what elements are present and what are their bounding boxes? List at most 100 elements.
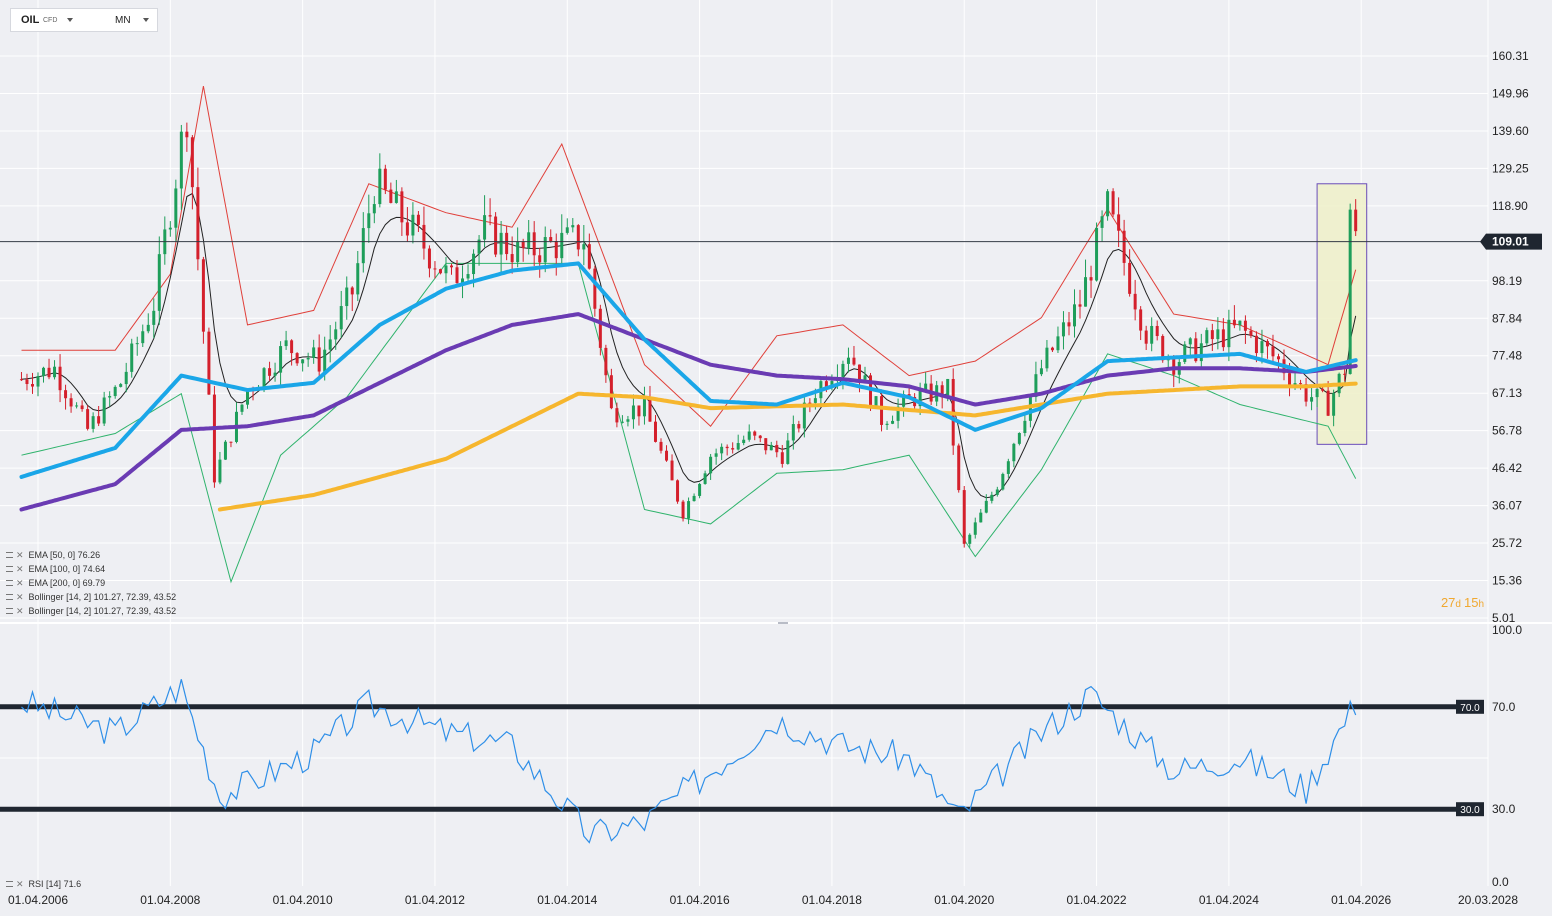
- candle[interactable]: [571, 218, 575, 233]
- candle[interactable]: [687, 497, 691, 525]
- candle[interactable]: [703, 470, 707, 485]
- candle[interactable]: [58, 354, 62, 403]
- candle[interactable]: [1056, 326, 1060, 353]
- candle[interactable]: [201, 256, 205, 344]
- candle[interactable]: [1144, 325, 1148, 350]
- candle[interactable]: [747, 424, 751, 442]
- candle[interactable]: [1332, 389, 1336, 427]
- candle[interactable]: [69, 393, 73, 413]
- candle[interactable]: [427, 245, 431, 278]
- candle[interactable]: [477, 235, 481, 266]
- candle[interactable]: [405, 207, 409, 242]
- close-icon[interactable]: ✕: [16, 578, 24, 588]
- candle[interactable]: [665, 445, 669, 462]
- candle[interactable]: [565, 218, 569, 235]
- candle[interactable]: [1012, 442, 1016, 468]
- candle[interactable]: [642, 386, 646, 425]
- candle[interactable]: [345, 276, 349, 320]
- candle[interactable]: [152, 298, 156, 339]
- candle[interactable]: [753, 430, 757, 441]
- candle[interactable]: [218, 451, 222, 485]
- candle[interactable]: [896, 398, 900, 429]
- candle[interactable]: [1265, 339, 1269, 359]
- candle[interactable]: [1106, 189, 1110, 221]
- candle[interactable]: [609, 368, 613, 410]
- candle[interactable]: [1150, 317, 1154, 352]
- ema200-line[interactable]: [217, 381, 1358, 512]
- candle[interactable]: [758, 434, 762, 443]
- candle[interactable]: [229, 441, 233, 448]
- legend-item-bollinger-2[interactable]: ✕ Bollinger [14, 2] 101.27, 72.39, 43.52: [6, 604, 176, 618]
- candle[interactable]: [141, 324, 145, 347]
- candle[interactable]: [168, 221, 172, 237]
- candle[interactable]: [995, 486, 999, 497]
- candle[interactable]: [1210, 323, 1214, 352]
- candle[interactable]: [135, 336, 139, 356]
- candle[interactable]: [36, 372, 40, 397]
- candle[interactable]: [290, 339, 294, 366]
- candle[interactable]: [885, 421, 889, 430]
- candle[interactable]: [593, 265, 597, 317]
- candle[interactable]: [516, 227, 520, 268]
- candle[interactable]: [527, 220, 531, 255]
- ema50-line[interactable]: [19, 261, 1358, 479]
- candle[interactable]: [146, 313, 150, 334]
- candle[interactable]: [383, 164, 387, 195]
- candle[interactable]: [466, 264, 470, 284]
- candle[interactable]: [1321, 386, 1325, 393]
- candle[interactable]: [802, 394, 806, 438]
- list-icon[interactable]: [6, 594, 13, 600]
- candle[interactable]: [394, 179, 398, 204]
- close-icon[interactable]: ✕: [16, 606, 24, 616]
- candle[interactable]: [676, 479, 680, 504]
- candle[interactable]: [852, 345, 856, 366]
- candle[interactable]: [499, 220, 503, 273]
- candle[interactable]: [1304, 377, 1308, 407]
- candle[interactable]: [880, 389, 884, 432]
- candle[interactable]: [582, 225, 586, 266]
- candle[interactable]: [1045, 340, 1049, 372]
- candle[interactable]: [223, 440, 227, 460]
- candle[interactable]: [725, 444, 729, 456]
- candle[interactable]: [372, 196, 376, 224]
- legend-item-ema200[interactable]: ✕ EMA [200, 0] 69.79: [6, 576, 176, 590]
- candle[interactable]: [80, 400, 84, 412]
- candle[interactable]: [64, 384, 68, 410]
- candle[interactable]: [1310, 385, 1314, 411]
- candle[interactable]: [130, 338, 134, 378]
- candle[interactable]: [212, 386, 216, 488]
- candle[interactable]: [42, 366, 46, 383]
- candle[interactable]: [400, 187, 404, 236]
- candle[interactable]: [367, 194, 371, 243]
- timeframe-dropdown-icon[interactable]: [143, 18, 149, 22]
- candle[interactable]: [1001, 472, 1005, 491]
- legend-item-ema100[interactable]: ✕ EMA [100, 0] 74.64: [6, 562, 176, 576]
- list-icon[interactable]: [6, 608, 13, 614]
- candle[interactable]: [764, 438, 768, 455]
- close-icon[interactable]: ✕: [16, 564, 24, 574]
- candle[interactable]: [659, 438, 663, 454]
- candle[interactable]: [356, 251, 360, 302]
- candle[interactable]: [1249, 326, 1253, 339]
- candle[interactable]: [124, 362, 128, 393]
- candle[interactable]: [438, 268, 442, 275]
- candle[interactable]: [1276, 353, 1280, 371]
- candle[interactable]: [422, 206, 426, 260]
- candle[interactable]: [626, 415, 630, 427]
- candle[interactable]: [328, 325, 332, 363]
- candle[interactable]: [157, 236, 161, 325]
- candle[interactable]: [731, 442, 735, 454]
- candle[interactable]: [1128, 249, 1132, 297]
- candle[interactable]: [449, 263, 453, 275]
- candle[interactable]: [411, 202, 415, 244]
- candle[interactable]: [416, 211, 420, 232]
- candle[interactable]: [653, 415, 657, 443]
- candle[interactable]: [494, 212, 498, 258]
- candle[interactable]: [196, 167, 200, 271]
- candle[interactable]: [505, 225, 509, 261]
- candle[interactable]: [1067, 311, 1071, 336]
- candle[interactable]: [113, 385, 117, 399]
- candle[interactable]: [350, 286, 354, 312]
- candle[interactable]: [207, 327, 211, 395]
